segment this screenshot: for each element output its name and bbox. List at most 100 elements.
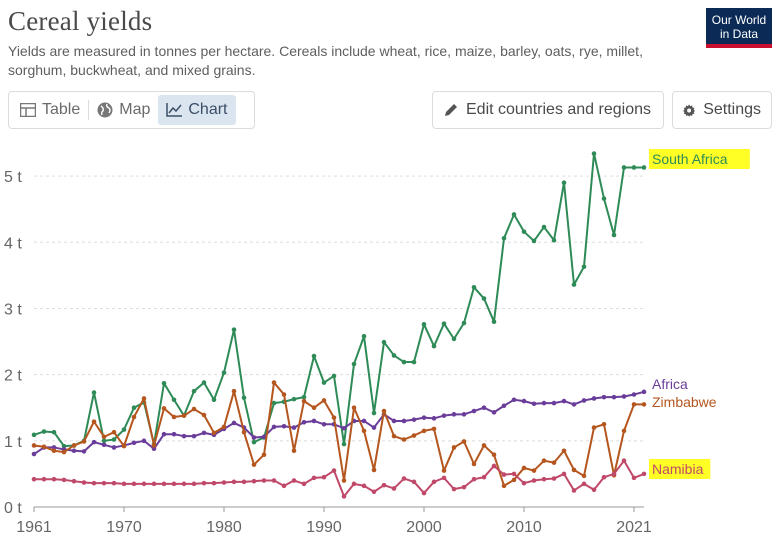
data-point-africa — [81, 449, 87, 454]
data-point-namibia — [351, 481, 357, 487]
data-point-zimbabwe — [261, 452, 267, 458]
data-point-africa — [481, 405, 487, 411]
data-point-zimbabwe — [411, 433, 417, 438]
data-point-namibia — [511, 471, 517, 477]
data-point-africa — [441, 413, 447, 418]
data-point-namibia — [501, 472, 507, 477]
data-point-zimbabwe — [591, 425, 597, 430]
data-point-south-africa — [41, 429, 47, 434]
data-point-zimbabwe — [241, 429, 247, 435]
data-point-africa — [631, 392, 637, 397]
chart-subtitle: Yields are measured in tonnes per hectar… — [8, 43, 643, 78]
data-point-zimbabwe — [61, 449, 67, 455]
data-point-africa — [561, 398, 567, 404]
data-point-namibia — [491, 463, 497, 469]
x-tick-label: 2010 — [506, 519, 542, 536]
data-point-zimbabwe — [371, 467, 377, 473]
data-point-south-africa — [61, 443, 67, 449]
data-point-zimbabwe — [291, 448, 297, 454]
data-point-africa — [251, 435, 257, 440]
data-point-africa — [131, 440, 137, 446]
series-line-zimbabwe — [33, 381, 644, 487]
data-point-south-africa — [121, 427, 127, 432]
data-point-africa — [461, 412, 467, 417]
data-point-zimbabwe — [401, 437, 407, 442]
data-point-zimbabwe — [451, 445, 457, 450]
data-point-zimbabwe — [461, 439, 467, 444]
x-tick-label: 2000 — [406, 519, 442, 536]
data-point-south-africa — [291, 396, 297, 402]
tab-chart[interactable]: Chart — [158, 95, 236, 125]
data-point-south-africa — [231, 327, 237, 332]
data-point-zimbabwe — [361, 428, 367, 434]
data-point-zimbabwe — [251, 462, 257, 467]
gear-icon — [683, 103, 696, 117]
x-tick-label: 1961 — [16, 519, 52, 536]
tab-map[interactable]: Map — [89, 95, 158, 125]
data-point-namibia — [591, 487, 597, 493]
data-point-africa — [111, 445, 117, 450]
data-point-africa — [541, 400, 547, 406]
data-point-namibia — [341, 494, 347, 499]
tab-table-label: Table — [42, 101, 81, 118]
data-point-south-africa — [321, 380, 327, 385]
data-point-zimbabwe — [31, 443, 37, 448]
data-point-zimbabwe — [91, 419, 97, 424]
data-point-namibia — [481, 474, 487, 480]
data-point-africa — [391, 418, 397, 424]
data-point-zimbabwe — [321, 398, 327, 403]
data-point-namibia — [401, 476, 407, 481]
edit-countries-label: Edit countries and regions — [466, 101, 651, 118]
data-point-africa — [581, 398, 587, 403]
data-point-zimbabwe — [171, 414, 177, 420]
data-point-zimbabwe — [631, 402, 637, 407]
data-point-south-africa — [481, 296, 487, 301]
y-tick-label: 4 t — [4, 235, 22, 252]
x-tick-label: 1990 — [306, 519, 342, 536]
data-point-africa — [301, 419, 307, 425]
y-tick-label: 2 t — [4, 368, 22, 385]
data-point-africa — [51, 445, 57, 450]
y-tick-label: 5 t — [4, 169, 22, 186]
data-point-africa — [231, 420, 237, 426]
data-point-namibia — [291, 478, 297, 483]
data-point-south-africa — [311, 353, 317, 359]
logo-red-bar — [706, 44, 772, 48]
data-point-south-africa — [431, 343, 437, 349]
data-point-zimbabwe — [131, 414, 137, 420]
data-point-namibia — [631, 475, 637, 481]
data-point-africa — [571, 402, 577, 407]
data-point-south-africa — [391, 353, 397, 358]
chart-title: Cereal yields — [8, 6, 153, 36]
data-point-zimbabwe — [221, 424, 227, 430]
data-point-south-africa — [441, 321, 447, 326]
logo-line-2: in Data — [719, 27, 759, 41]
data-point-south-africa — [131, 405, 137, 411]
highlight-marker — [649, 459, 711, 479]
data-point-africa — [611, 394, 617, 400]
data-point-namibia — [61, 477, 67, 483]
data-point-namibia — [251, 478, 257, 484]
data-point-africa — [591, 396, 597, 401]
data-point-namibia — [361, 483, 367, 489]
tab-table[interactable]: Table — [12, 95, 88, 125]
data-point-namibia — [201, 480, 207, 486]
settings-button[interactable]: Settings — [672, 91, 772, 129]
data-point-south-africa — [501, 236, 507, 241]
owid-logo[interactable]: Our World in Data — [706, 8, 772, 48]
x-tick-label: 2021 — [616, 519, 652, 536]
data-point-namibia — [161, 481, 167, 487]
data-point-zimbabwe — [271, 380, 277, 385]
data-point-namibia — [261, 478, 267, 483]
data-point-namibia — [41, 476, 47, 482]
data-point-south-africa — [601, 196, 607, 201]
data-point-zimbabwe — [551, 460, 557, 465]
data-point-south-africa — [361, 333, 367, 339]
data-point-namibia — [241, 479, 247, 485]
data-point-south-africa — [171, 397, 177, 403]
edit-countries-button[interactable]: Edit countries and regions — [432, 91, 664, 129]
data-point-africa — [91, 439, 97, 445]
data-point-zimbabwe — [201, 412, 207, 418]
data-point-zimbabwe — [521, 465, 527, 471]
data-point-zimbabwe — [571, 467, 577, 473]
